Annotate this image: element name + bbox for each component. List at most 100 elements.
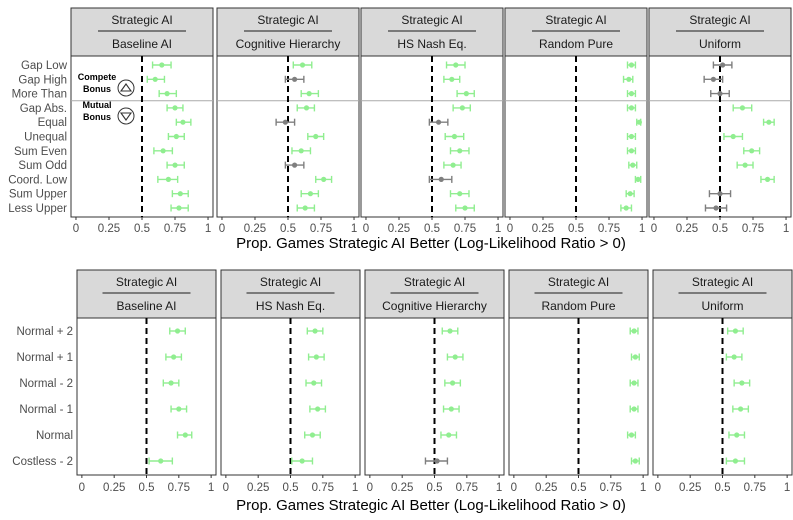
data-point bbox=[710, 76, 716, 82]
category-label: More Than bbox=[12, 89, 67, 101]
x-tick-label: 0.75 bbox=[310, 223, 332, 235]
facet-panel: Strategic AI Random Pure 0 0.25 0.5 0.75 1 bbox=[504, 7, 648, 235]
data-point bbox=[436, 119, 442, 125]
data-point bbox=[299, 62, 306, 68]
data-point bbox=[171, 354, 177, 360]
bottom-facet-row: Normal + 2 Normal + 1 Normal - 2 Normal - 1… bbox=[12, 269, 793, 494]
data-point bbox=[282, 119, 288, 125]
x-tick-label: 0 bbox=[73, 223, 79, 235]
x-tick-label: 0.25 bbox=[391, 482, 413, 494]
x-tick-label: 0.75 bbox=[168, 482, 190, 494]
data-point bbox=[313, 354, 319, 360]
data-point bbox=[626, 76, 632, 82]
data-point bbox=[321, 176, 327, 182]
data-point bbox=[173, 133, 179, 140]
data-point bbox=[734, 432, 740, 438]
strip-title-top: Strategic AI bbox=[257, 13, 318, 27]
x-tick-label: 1 bbox=[205, 223, 211, 235]
data-point bbox=[313, 133, 319, 140]
data-point bbox=[449, 380, 456, 386]
strip-title-bottom: Cognitive Hierarchy bbox=[236, 37, 341, 51]
data-point bbox=[165, 176, 172, 182]
data-point bbox=[628, 148, 635, 154]
category-label: Less Upper bbox=[8, 203, 67, 215]
data-point bbox=[628, 432, 635, 438]
strip-title-bottom: Random Pure bbox=[539, 37, 613, 51]
data-point bbox=[628, 133, 635, 140]
x-tick-label: 0 bbox=[79, 482, 85, 494]
facet-panel: Strategic AI HS Nash Eq. 0 0.25 0.5 0.75 1 bbox=[220, 269, 361, 494]
x-tick-label: 1 bbox=[639, 223, 645, 235]
data-point bbox=[446, 432, 452, 438]
data-point bbox=[739, 380, 745, 386]
x-tick-label: 0.75 bbox=[598, 223, 620, 235]
category-label: Normal bbox=[36, 430, 73, 442]
x-tick-label: 0.25 bbox=[535, 482, 557, 494]
data-point bbox=[720, 62, 726, 68]
data-point bbox=[730, 133, 736, 140]
data-point bbox=[449, 76, 455, 82]
data-point bbox=[307, 191, 314, 197]
category-label: Normal - 1 bbox=[19, 404, 73, 416]
x-axis-title-top: Prop. Games Strategic AI Better (Log-Lik… bbox=[236, 235, 626, 252]
data-point bbox=[160, 148, 166, 154]
strip-title-bottom: Uniform bbox=[701, 299, 743, 313]
data-point bbox=[731, 354, 737, 360]
x-tick-label: 0 bbox=[367, 482, 373, 494]
data-point bbox=[450, 162, 456, 168]
facet-panel: Strategic AI HS Nash Eq. 0 0.25 0.5 0.75 1 bbox=[360, 7, 504, 235]
facet-panel: Strategic AI Baseline AI 0 0.25 0.5 0.75 1 bbox=[70, 7, 214, 235]
data-point bbox=[174, 328, 181, 334]
data-point bbox=[312, 328, 318, 334]
legend-icon-circle bbox=[117, 79, 135, 97]
data-point bbox=[292, 162, 298, 168]
data-point bbox=[457, 148, 463, 154]
data-point bbox=[739, 105, 746, 111]
x-tick-label: 0.75 bbox=[742, 223, 764, 235]
x-tick-label: 1 bbox=[496, 482, 502, 494]
data-point bbox=[182, 432, 188, 438]
data-point bbox=[302, 205, 308, 211]
x-tick-label: 0.5 bbox=[424, 223, 440, 235]
strip-title-bottom: Uniform bbox=[699, 37, 741, 51]
strip-title-bottom: Baseline AI bbox=[112, 37, 172, 51]
x-tick-label: 0.5 bbox=[280, 223, 296, 235]
category-label: Normal + 1 bbox=[16, 352, 73, 364]
strip-title-top: Strategic AI bbox=[401, 13, 462, 27]
strip-title-top: Strategic AI bbox=[260, 275, 321, 289]
data-point bbox=[635, 176, 641, 182]
facet-panel: Strategic AI Cognitive Hierarchy 0 0.25 0.5 0… bbox=[364, 269, 505, 494]
strip-title-top: Strategic AI bbox=[548, 275, 609, 289]
data-point bbox=[447, 328, 453, 334]
strip-title-bottom: HS Nash Eq. bbox=[397, 37, 466, 51]
legend-label: Bonus bbox=[83, 112, 111, 122]
facet-panel: Strategic AI Cognitive Hierarchy 0 0.25 0.5 0… bbox=[216, 7, 360, 235]
x-tick-label: 0 bbox=[223, 482, 229, 494]
data-point bbox=[303, 105, 310, 111]
category-label: Gap High bbox=[18, 74, 67, 86]
x-tick-label: 0.5 bbox=[134, 223, 150, 235]
x-tick-label: 0 bbox=[363, 223, 369, 235]
x-tick-label: 0.25 bbox=[247, 482, 269, 494]
x-tick-label: 1 bbox=[784, 482, 790, 494]
x-tick-label: 0.75 bbox=[164, 223, 186, 235]
strip-title-top: Strategic AI bbox=[404, 275, 465, 289]
data-point bbox=[732, 328, 739, 334]
data-point bbox=[311, 380, 317, 386]
strip-title-top: Strategic AI bbox=[111, 13, 172, 27]
legend-icon-circle bbox=[117, 107, 135, 125]
data-point bbox=[448, 406, 454, 412]
strip-title-top: Strategic AI bbox=[545, 13, 606, 27]
x-tick-label: 0.75 bbox=[600, 482, 622, 494]
data-point bbox=[299, 458, 305, 464]
data-point bbox=[152, 76, 158, 82]
data-point bbox=[180, 119, 186, 125]
data-point bbox=[315, 406, 321, 412]
x-tick-label: 0 bbox=[511, 482, 517, 494]
data-point bbox=[628, 62, 635, 68]
data-point bbox=[172, 105, 178, 111]
facet-panel: Strategic AI Uniform 0 0.25 0.5 0.75 1 bbox=[648, 7, 792, 235]
x-tick-label: 0.25 bbox=[679, 482, 701, 494]
data-point bbox=[627, 191, 633, 197]
data-point bbox=[451, 133, 458, 140]
